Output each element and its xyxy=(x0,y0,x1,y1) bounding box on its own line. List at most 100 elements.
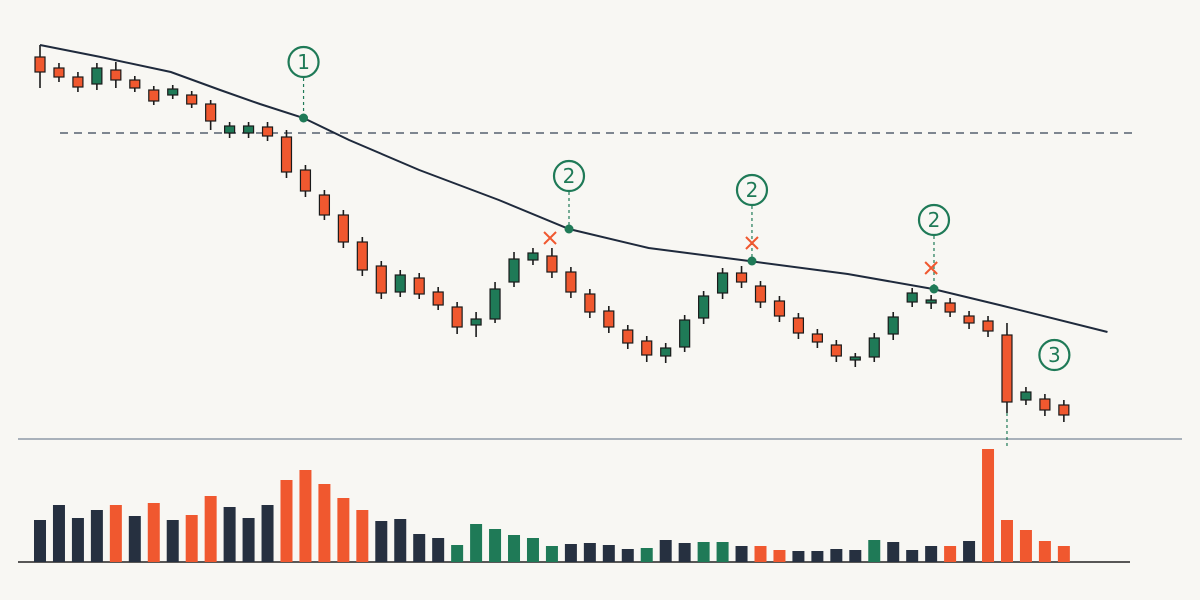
candle-body xyxy=(603,310,615,328)
candle-body xyxy=(53,67,65,78)
volume-bar xyxy=(337,498,350,562)
volume-bar xyxy=(887,542,900,562)
candle-body xyxy=(1001,334,1013,403)
candle-body xyxy=(508,258,520,283)
volume-bar xyxy=(413,534,426,562)
volume-bar xyxy=(1038,541,1051,562)
volume-bar xyxy=(242,518,255,562)
volume-bar xyxy=(545,546,558,562)
annotation-circle xyxy=(735,173,769,207)
annotation-circle xyxy=(287,45,320,79)
candle-body xyxy=(167,88,179,96)
volume-bar xyxy=(52,505,65,562)
annotation-label: 1 xyxy=(297,50,310,74)
candle-body xyxy=(489,288,501,320)
volume-bar xyxy=(773,550,786,562)
candle-body xyxy=(1039,398,1051,411)
moving-average xyxy=(39,44,1108,333)
annotation-circle xyxy=(917,203,951,237)
volume-bar xyxy=(792,551,805,562)
candle-body xyxy=(280,136,293,173)
volume-bar xyxy=(261,505,274,562)
candle-body xyxy=(792,317,805,334)
candle-body xyxy=(337,214,349,243)
candle-body xyxy=(849,356,861,361)
volume-bar xyxy=(716,542,729,562)
candle-body xyxy=(224,125,236,134)
touch-point xyxy=(564,224,574,234)
candle-body xyxy=(735,272,748,283)
volume-bar xyxy=(659,540,672,562)
candle-body xyxy=(242,125,255,134)
candle-body xyxy=(299,169,312,192)
volume-bar xyxy=(204,496,217,562)
touch-point xyxy=(747,256,757,266)
volume-bar xyxy=(754,546,767,562)
volume-bar xyxy=(508,535,521,562)
candle-body xyxy=(1020,391,1032,401)
candle-body xyxy=(830,344,842,357)
candle-body xyxy=(261,126,274,137)
volume-bar xyxy=(356,510,369,562)
volume-bar xyxy=(678,543,691,562)
candle-body xyxy=(413,277,425,295)
candle-body xyxy=(451,306,463,328)
volume-bar xyxy=(925,546,938,562)
candle-body xyxy=(432,291,444,306)
candle-body xyxy=(356,241,368,271)
volume-bar xyxy=(906,550,919,562)
candle-body xyxy=(887,316,899,335)
candle-body xyxy=(527,252,539,261)
volume-bar xyxy=(375,521,388,562)
volume-bar xyxy=(299,470,312,562)
volume-bar xyxy=(526,538,539,562)
candle-body xyxy=(622,329,634,344)
candle-body xyxy=(963,315,975,324)
volume-bar xyxy=(223,507,236,562)
rejection-cross xyxy=(745,236,759,250)
volume-bar xyxy=(432,538,445,562)
volume-bar xyxy=(1057,546,1070,562)
volume-bar xyxy=(1000,520,1013,562)
volume-bar xyxy=(944,546,957,562)
candle-body xyxy=(944,302,956,313)
volume-bar xyxy=(982,449,995,562)
candle-body xyxy=(982,320,994,332)
candle-body xyxy=(110,69,122,81)
volume-bar xyxy=(71,518,84,562)
volume-bar xyxy=(640,548,653,562)
candle-body xyxy=(72,76,84,88)
volume-bar xyxy=(697,542,710,562)
volume-bar xyxy=(963,541,976,562)
volume-bar xyxy=(489,529,502,562)
volume-bar xyxy=(583,543,596,562)
candle-body xyxy=(318,194,331,216)
volume-bar xyxy=(811,551,824,562)
volume-bar xyxy=(1019,530,1032,562)
volume-bar xyxy=(564,544,577,562)
candle-body xyxy=(148,89,160,102)
annotation-circle xyxy=(552,159,586,193)
volume-bar xyxy=(470,524,483,562)
rejection-cross xyxy=(543,231,557,245)
candle-body xyxy=(716,272,729,294)
candle-body xyxy=(546,255,558,273)
candle-body xyxy=(584,293,596,313)
volume-bar xyxy=(90,510,103,562)
volume-bar xyxy=(602,545,615,562)
volume-bar xyxy=(394,519,407,562)
candle-body xyxy=(754,285,767,303)
annotation-label: 2 xyxy=(746,178,759,202)
rejection-cross xyxy=(924,261,938,275)
candle-body xyxy=(470,318,482,326)
candle-body xyxy=(679,319,691,348)
volume-bar xyxy=(280,480,293,562)
volume-bar xyxy=(147,503,160,562)
candle-body xyxy=(34,56,46,73)
candle-body xyxy=(565,271,577,293)
touch-point xyxy=(929,284,939,294)
candle-body xyxy=(91,67,103,85)
volume-bar xyxy=(735,546,748,562)
